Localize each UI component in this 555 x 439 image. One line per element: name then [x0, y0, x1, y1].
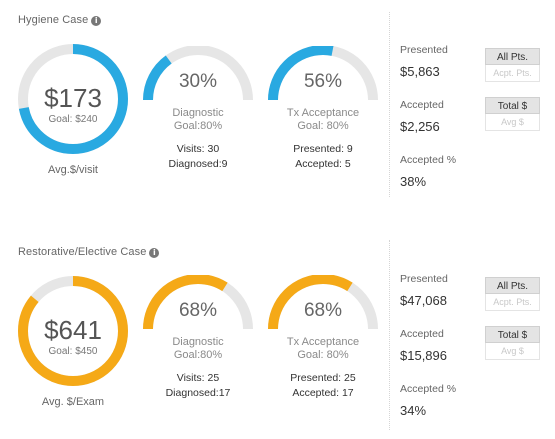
gauge-ring-fill — [18, 44, 128, 154]
accepted-percent-value: 38% — [400, 174, 427, 189]
gauge-goal: Goal: $450 — [48, 346, 98, 357]
section-title: Restorative/Elective Case i — [18, 246, 160, 258]
amount-toggle: Total $ Avg $ — [485, 97, 540, 131]
presented-stat: Presented: 9 — [293, 143, 353, 155]
diagnostic-label-title: Diagnostic — [172, 336, 224, 348]
accepted-value: $2,256 — [400, 119, 440, 134]
diagnostic-stats: Visits: 30 Diagnosed:9 — [142, 142, 254, 172]
tx-acceptance-label-goal: Goal: 80% — [297, 120, 349, 132]
diagnostic-label: Diagnostic Goal:80% — [142, 107, 254, 133]
gauge-goal: Goal: $240 — [48, 114, 98, 125]
gauge-caption: Avg.$/visit — [48, 164, 98, 176]
tx-acceptance-label: Tx Acceptance Goal: 80% — [267, 107, 379, 133]
presented-label: Presented — [400, 44, 448, 56]
diagnosed-stat: Diagnosed:9 — [168, 158, 228, 170]
accepted-percent-label: Accepted % — [400, 154, 457, 166]
accepted-percent-label: Accepted % — [400, 383, 457, 395]
tx-acceptance-label-goal: Goal: 80% — [297, 349, 349, 361]
diagnostic-percent: 68% — [178, 300, 218, 321]
restorative-case-section: Restorative/Elective Case i $641 Goal: $4… — [0, 232, 555, 439]
tx-acceptance-label-title: Tx Acceptance — [286, 336, 360, 348]
gauge-caption: Avg. $/Exam — [41, 396, 105, 408]
accepted-metric: Accepted $2,256 — [400, 99, 482, 134]
patients-toggle: All Pts. Acpt. Pts. — [485, 277, 540, 311]
presented-value: $5,863 — [400, 64, 440, 79]
accepted-percent-metric: Accepted % 38% — [400, 154, 482, 189]
vertical-divider — [389, 12, 390, 197]
presented-metric: Presented $5,863 — [400, 44, 482, 79]
gauge-value: $641 — [44, 315, 102, 345]
diagnostic-stats: Visits: 25 Diagnosed:17 — [142, 371, 254, 401]
diagnostic-percent: 30% — [178, 71, 218, 92]
tx-acceptance-label-title: Tx Acceptance — [286, 107, 360, 119]
gauge-ring-fill — [18, 276, 128, 386]
section-title-text: Hygiene Case — [18, 14, 89, 26]
section-title: Hygiene Case i — [18, 14, 102, 26]
tx-acceptance-stats: Presented: 25 Accepted: 17 — [267, 371, 379, 401]
total-button[interactable]: Total $ — [485, 97, 540, 114]
arc-fill — [143, 275, 253, 330]
section-title-text: Restorative/Elective Case — [18, 246, 147, 258]
accepted-label: Accepted — [400, 328, 444, 340]
all-pts-button[interactable]: All Pts. — [485, 277, 540, 294]
tx-acceptance-label: Tx Acceptance Goal: 80% — [267, 336, 379, 362]
acpt-pts-button[interactable]: Acpt. Pts. — [485, 294, 540, 311]
avg-button[interactable]: Avg $ — [485, 114, 540, 131]
diagnostic-label-title: Diagnostic — [172, 107, 224, 119]
arc-fill — [268, 46, 378, 101]
accepted-value: $15,896 — [400, 348, 447, 363]
presented-label: Presented — [400, 273, 448, 285]
diagnostic-label-goal: Goal:80% — [173, 349, 223, 361]
presented-stat: Presented: 25 — [290, 372, 356, 384]
avg-button[interactable]: Avg $ — [485, 343, 540, 360]
visits-stat: Visits: 30 — [176, 143, 220, 155]
visits-stat: Visits: 25 — [176, 372, 220, 384]
tx-acceptance-percent: 68% — [303, 300, 343, 321]
acpt-pts-button[interactable]: Acpt. Pts. — [485, 65, 540, 82]
diagnostic-label: Diagnostic Goal:80% — [142, 336, 254, 362]
patients-toggle: All Pts. Acpt. Pts. — [485, 48, 540, 82]
arc-fill — [143, 46, 253, 101]
diagnostic-label-goal: Goal:80% — [173, 120, 223, 132]
hygiene-case-section: Hygiene Case i $173 Goal: $240 Avg.$/visi… — [0, 0, 555, 215]
info-icon[interactable]: i — [149, 248, 160, 258]
avg-per-exam-gauge: $641 Goal: $450 — [17, 275, 129, 387]
vertical-divider — [389, 240, 390, 430]
presented-metric: Presented $47,068 — [400, 273, 482, 308]
accepted-percent-metric: Accepted % 34% — [400, 383, 482, 418]
all-pts-button[interactable]: All Pts. — [485, 48, 540, 65]
info-icon[interactable]: i — [91, 16, 102, 26]
accepted-stat: Accepted: 17 — [292, 387, 354, 399]
gauge-value: $173 — [44, 83, 102, 113]
accepted-stat: Accepted: 5 — [295, 158, 351, 170]
accepted-metric: Accepted $15,896 — [400, 328, 482, 363]
total-button[interactable]: Total $ — [485, 326, 540, 343]
avg-per-visit-gauge: $173 Goal: $240 — [17, 43, 129, 155]
presented-value: $47,068 — [400, 293, 447, 308]
tx-acceptance-stats: Presented: 9 Accepted: 5 — [267, 142, 379, 172]
diagnosed-stat: Diagnosed:17 — [165, 387, 231, 399]
tx-acceptance-percent: 56% — [303, 71, 343, 92]
accepted-label: Accepted — [400, 99, 444, 111]
arc-fill — [268, 275, 378, 330]
amount-toggle: Total $ Avg $ — [485, 326, 540, 360]
accepted-percent-value: 34% — [400, 403, 427, 418]
